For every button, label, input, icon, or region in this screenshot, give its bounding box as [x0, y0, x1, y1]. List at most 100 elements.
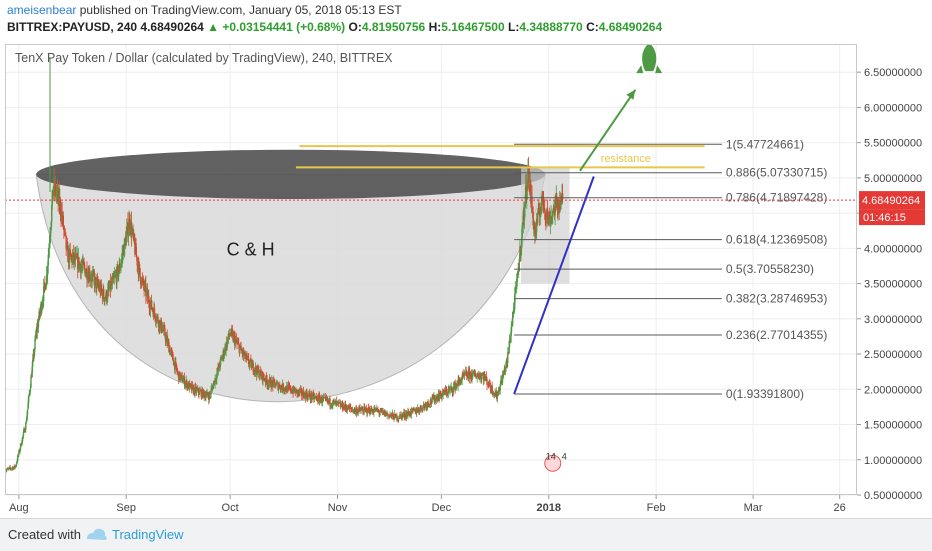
candle-body: [47, 254, 49, 266]
candle-body: [159, 322, 161, 329]
candle-body: [306, 392, 308, 397]
candle-body: [512, 309, 515, 312]
candle-body: [366, 412, 369, 414]
candle-body: [541, 195, 543, 204]
candle-body: [400, 414, 402, 416]
time-axis[interactable]: Aug Sep Oct Nov Dec 2018 Feb Mar 26: [9, 495, 846, 514]
candle-body: [320, 397, 323, 403]
candle-body: [550, 216, 552, 219]
candle-body: [176, 368, 178, 372]
candle-body: [527, 166, 529, 182]
price-axis[interactable]: 6.50000000 6.00000000 5.50000000 5.00000000…: [857, 67, 925, 502]
candle-body: [49, 230, 52, 237]
candle-body: [418, 411, 421, 413]
candle-body: [333, 401, 335, 403]
candle-body: [363, 406, 365, 414]
candle-body: [505, 362, 507, 368]
candle-body: [44, 282, 46, 285]
y-tick-label: 3.50000000: [864, 279, 922, 291]
candle-body: [103, 288, 105, 298]
candle-body: [478, 375, 480, 378]
candle-body: [379, 411, 381, 413]
candle-body: [243, 354, 245, 356]
candle-body: [148, 295, 150, 303]
price-chart[interactable]: C & H 1(5.47724661) 0.886(5.07330715) 0.78…: [5, 44, 927, 516]
candle-body: [172, 354, 174, 361]
candle-body: [304, 392, 306, 395]
candle-body: [26, 415, 28, 422]
candle-body: [133, 233, 136, 243]
candle-body: [453, 385, 455, 387]
candle-body: [466, 371, 468, 377]
candle-body: [220, 358, 222, 360]
chart-title: TenX Pay Token / Dollar (calculated by T…: [15, 51, 393, 65]
candle-body: [149, 304, 152, 310]
open-value: 4.81950756: [361, 20, 426, 34]
fib-level-label: 0.236(2.77014355): [726, 328, 827, 342]
candle-body: [369, 408, 371, 413]
author-link[interactable]: ameisenbear: [7, 3, 77, 17]
tradingview-brand[interactable]: TradingView: [112, 527, 184, 542]
candle-body: [429, 404, 431, 406]
candle-body: [150, 300, 153, 309]
candle-body: [52, 186, 55, 197]
candle-body: [373, 410, 375, 414]
candle-body: [164, 327, 166, 337]
candle-body: [407, 411, 410, 414]
candle-body: [445, 390, 448, 395]
y-tick-label: 4.00000000: [864, 243, 922, 255]
candle-body: [464, 373, 466, 375]
candle-body: [434, 397, 437, 401]
candle-body: [182, 379, 185, 382]
x-tick-label: Aug: [9, 502, 29, 514]
candle-body: [380, 409, 382, 412]
candle-body: [258, 369, 260, 378]
fibonacci-retracement[interactable]: 1(5.47724661) 0.886(5.07330715) 0.786(4.71…: [514, 137, 827, 401]
candle-body: [312, 393, 314, 395]
candle-body: [14, 466, 17, 468]
candle-body: [219, 367, 221, 369]
candle-body: [18, 450, 20, 455]
candle-body: [476, 375, 478, 378]
candle-body: [116, 266, 118, 283]
candle-body: [148, 302, 151, 308]
candle-body: [295, 389, 298, 390]
publish-line: ameisenbear published on TradingView.com…: [7, 3, 402, 17]
candle-body: [10, 468, 13, 470]
candle-body: [398, 418, 400, 420]
candle-body: [15, 465, 17, 467]
candle-body: [404, 416, 406, 418]
candle-body: [262, 374, 265, 378]
fib-level-label: 1(5.47724661): [726, 137, 804, 151]
candle-body: [15, 462, 18, 466]
candle-body: [508, 339, 511, 348]
candle-body: [41, 302, 44, 306]
candle-body: [550, 216, 553, 218]
candle-body: [444, 389, 447, 395]
candle-body: [523, 205, 526, 220]
candle-body: [174, 361, 176, 370]
candle-body: [108, 286, 110, 289]
candle-body: [246, 355, 248, 358]
candle-body: [417, 408, 420, 410]
candle-body: [82, 260, 85, 264]
candle-body: [394, 413, 396, 415]
candle-body: [38, 311, 40, 321]
candle-body: [358, 407, 361, 409]
candle-body: [151, 308, 153, 310]
candle-body: [474, 373, 477, 377]
candle-body: [154, 318, 157, 322]
candle-body: [542, 191, 544, 201]
candle-body: [455, 385, 457, 390]
candle-body: [358, 407, 360, 411]
candle-body: [313, 396, 316, 399]
candle-body: [121, 253, 123, 259]
candle-body: [62, 215, 65, 228]
candle-body: [81, 265, 84, 267]
candle-body: [205, 393, 208, 396]
candle-body: [533, 225, 536, 226]
resistance-label: resistance: [601, 153, 651, 165]
candle-body: [447, 389, 450, 394]
trendline: [513, 176, 595, 395]
candle-body: [24, 429, 26, 433]
